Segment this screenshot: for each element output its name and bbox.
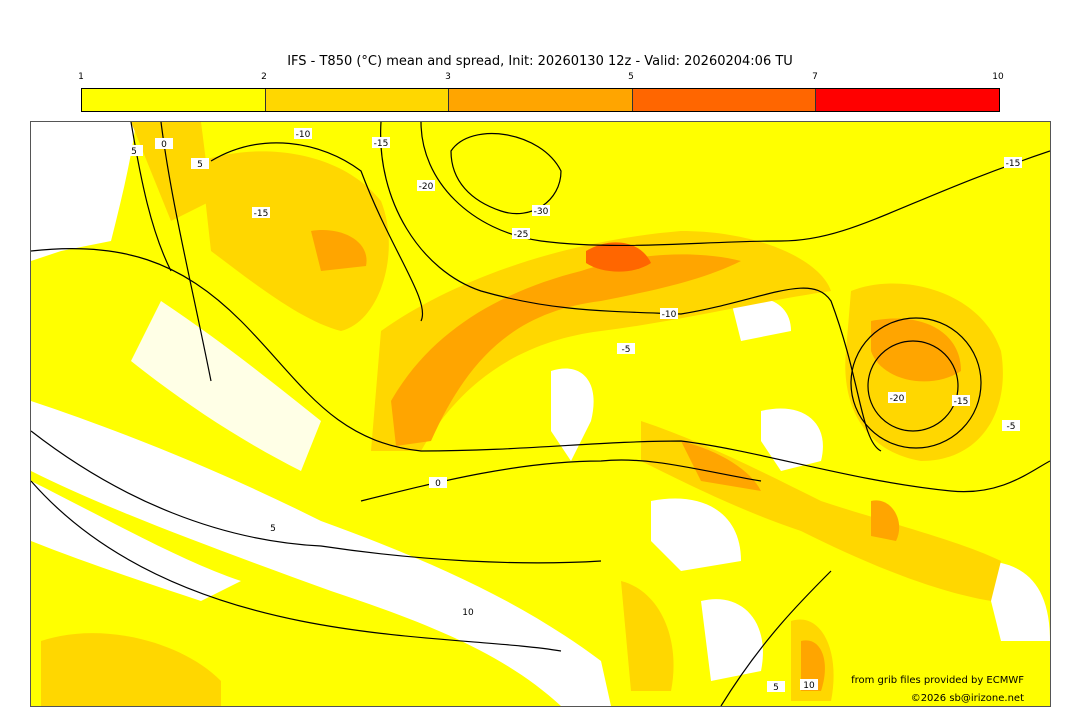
contour-label-bg [155,138,173,149]
contour-label: 5 [197,160,203,170]
colorbar-tick: 3 [445,72,451,82]
contour-label-bg [252,207,270,218]
contour-label: -20 [419,182,434,192]
contour-label: -15 [1006,159,1021,169]
contour-label-bg [429,477,447,488]
contour-label: 10 [803,681,815,691]
contour-label: 5 [270,524,276,534]
map-canvas: 5 0 5 -10 -15 -20 -30 -25 -15 -10 -5 -15 0 5 10 -20 -15 -… [31,122,1050,706]
contour-label: -5 [1007,422,1016,432]
low-spread-areas [31,122,1050,706]
colorbar-tick: 7 [812,72,818,82]
contour-label-bg [372,137,390,148]
contour-label: -15 [954,397,969,407]
colorbar-segment [82,89,266,111]
contour-label-bg [1004,157,1022,168]
weather-map: 5 0 5 -10 -15 -20 -30 -25 -15 -10 -5 -15 0 5 10 -20 -15 -… [30,121,1051,707]
contour-label-bg [459,606,477,617]
contour-label-bg [617,343,635,354]
contour-label-bg [125,145,143,156]
colorbar-tick: 10 [992,72,1004,82]
contour-label-bg [532,205,550,216]
contour-label-bg [294,128,312,139]
contour-label-bg [888,392,906,403]
contour-label-bg [512,228,530,239]
contour-label-bg [767,681,785,692]
contour-label: -15 [254,209,269,219]
contour-label: -10 [296,130,311,140]
very-high-spread-area [586,242,651,272]
source-credit: from grib files provided by ECMWF [851,675,1024,686]
colorbar-segment [449,89,633,111]
colorbar-tick: 5 [628,72,634,82]
colorbar-segment [816,89,999,111]
contour-label: -25 [514,230,529,240]
copyright-credit: ©2026 sb@irizone.net [910,693,1024,704]
contour-label-bg [264,522,282,533]
contour-label-bg [952,395,970,406]
contour-label: 0 [161,140,167,150]
contour-label-bg [417,180,435,191]
map-title: IFS - T850 (°C) mean and spread, Init: 2… [287,54,793,69]
contour-label: -30 [534,207,549,217]
contour-label: -20 [890,394,905,404]
contour-label: -10 [662,310,677,320]
colorbar-tick: 1 [78,72,84,82]
contour-label: 5 [131,147,137,157]
contour-label-bg [191,158,209,169]
colorbar [81,88,1000,112]
contour-label-bg [1002,420,1020,431]
contour-label: 5 [773,683,779,693]
colorbar-segment [265,89,450,111]
contour-label-bg [660,308,678,319]
colorbar-tick: 2 [261,72,267,82]
contour-label: 0 [435,479,441,489]
colorbar-segment [632,89,817,111]
contour-label: 10 [462,608,474,618]
contour-labels: 5 0 5 -10 -15 -20 -30 -25 -15 -10 -5 -15 0 5 10 -20 -15 -… [125,128,1022,693]
contour-label: -15 [374,139,389,149]
high-spread-areas [311,230,961,691]
contour-label-bg [800,679,818,690]
contour-label: -5 [622,345,631,355]
